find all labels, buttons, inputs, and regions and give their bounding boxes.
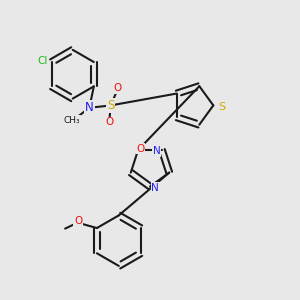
Text: Cl: Cl xyxy=(37,56,47,65)
Text: CH₃: CH₃ xyxy=(63,116,80,125)
Text: S: S xyxy=(218,102,225,112)
Text: N: N xyxy=(85,101,94,114)
Text: O: O xyxy=(113,83,122,94)
Text: O: O xyxy=(136,143,145,154)
Text: O: O xyxy=(74,216,82,226)
Text: S: S xyxy=(107,99,115,112)
Text: N: N xyxy=(153,146,160,157)
Text: N: N xyxy=(152,183,159,193)
Text: O: O xyxy=(105,117,113,128)
